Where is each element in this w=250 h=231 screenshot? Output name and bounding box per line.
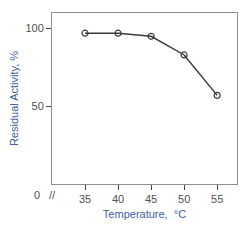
svg-text:Temperature, °C: Temperature, °C: [103, 208, 186, 220]
svg-text:Residual Activity, %: Residual Activity, %: [8, 51, 20, 146]
svg-text:0: 0: [34, 189, 40, 201]
svg-text:45: 45: [145, 193, 157, 205]
svg-text:35: 35: [79, 193, 91, 205]
svg-text:55: 55: [211, 193, 223, 205]
svg-text:50: 50: [178, 193, 190, 205]
svg-text:100: 100: [25, 22, 43, 34]
svg-text:40: 40: [112, 193, 124, 205]
svg-text://: //: [49, 189, 56, 201]
svg-text:50: 50: [32, 100, 44, 112]
